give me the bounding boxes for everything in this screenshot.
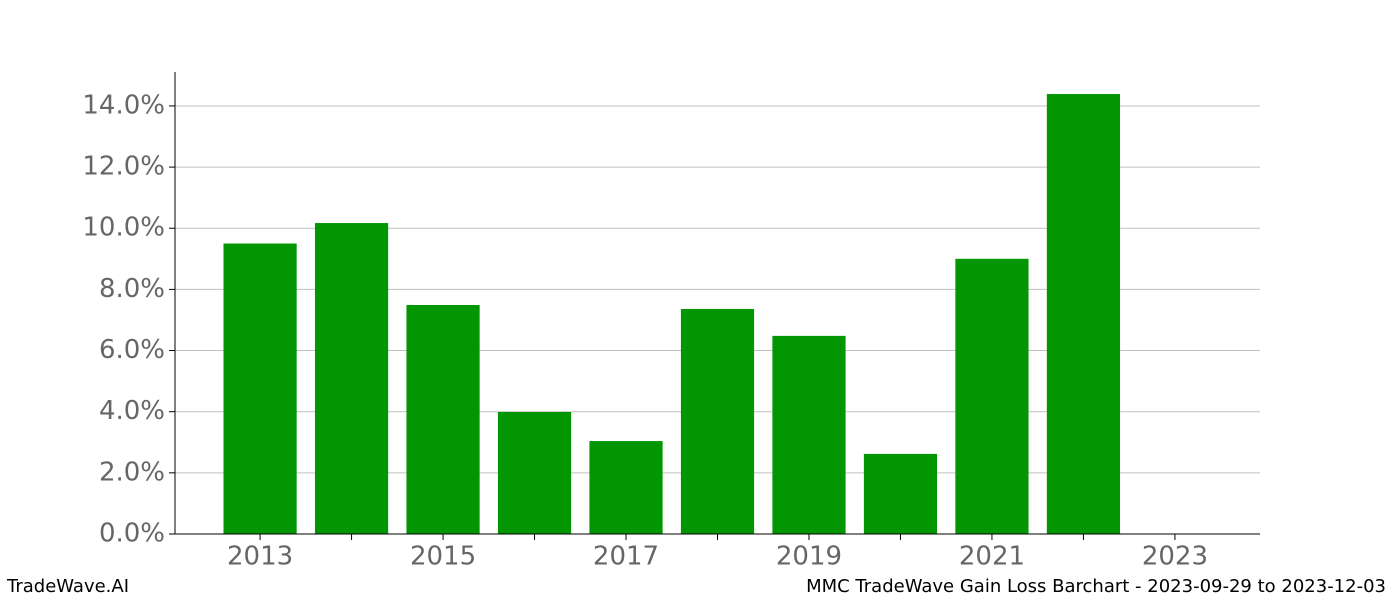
y-tick-label: 4.0% xyxy=(99,396,165,426)
bar xyxy=(1046,94,1121,534)
y-tick-label: 0.0% xyxy=(99,519,165,549)
bar xyxy=(314,223,389,534)
bar xyxy=(223,243,297,535)
x-tick-label: 2021 xyxy=(959,542,1025,572)
y-tick-label: 2.0% xyxy=(99,457,165,487)
x-tick-label: 2019 xyxy=(776,542,842,572)
x-tick-label: 2013 xyxy=(227,542,293,572)
brand: TradeWave.AI xyxy=(6,576,129,597)
bar xyxy=(955,258,1029,534)
bar xyxy=(589,441,663,534)
x-tick-label: 2015 xyxy=(410,542,476,572)
bar xyxy=(497,412,572,534)
y-tick-label: 12.0% xyxy=(82,152,165,182)
y-tick-label: 14.0% xyxy=(82,90,165,120)
chart-title: MMC TradeWave Gain Loss Barchart - 2023-… xyxy=(806,576,1386,597)
bar xyxy=(680,308,755,534)
x-tick-label: 2017 xyxy=(593,542,659,572)
y-tick-label: 6.0% xyxy=(99,335,165,365)
bar xyxy=(863,453,938,534)
bar xyxy=(406,304,480,534)
y-tick-label: 8.0% xyxy=(99,274,165,304)
bar xyxy=(772,335,846,534)
y-tick-label: 10.0% xyxy=(82,213,165,243)
x-tick-label: 2023 xyxy=(1142,542,1208,572)
